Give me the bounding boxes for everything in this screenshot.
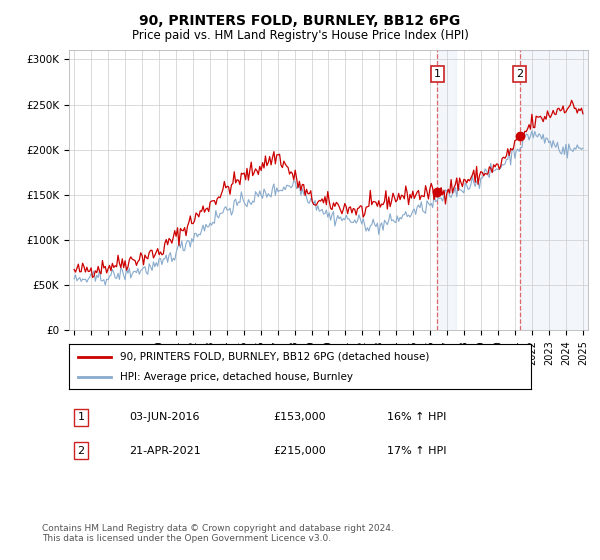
Bar (437, 50, 456, 330)
Text: 16% ↑ HPI: 16% ↑ HPI (387, 412, 446, 422)
Text: 21-APR-2021: 21-APR-2021 (129, 446, 201, 456)
Text: 03-JUN-2016: 03-JUN-2016 (129, 412, 199, 422)
Text: 90, PRINTERS FOLD, BURNLEY, BB12 6PG: 90, PRINTERS FOLD, BURNLEY, BB12 6PG (139, 14, 461, 28)
Text: £153,000: £153,000 (273, 412, 326, 422)
Text: £215,000: £215,000 (273, 446, 326, 456)
Text: HPI: Average price, detached house, Burnley: HPI: Average price, detached house, Burn… (120, 372, 353, 382)
Text: 17% ↑ HPI: 17% ↑ HPI (387, 446, 446, 456)
Text: Contains HM Land Registry data © Crown copyright and database right 2024.
This d: Contains HM Land Registry data © Crown c… (42, 524, 394, 543)
Text: Price paid vs. HM Land Registry's House Price Index (HPI): Price paid vs. HM Land Registry's House … (131, 29, 469, 42)
Bar (520, 50, 588, 330)
Text: 1: 1 (434, 69, 441, 79)
Text: 90, PRINTERS FOLD, BURNLEY, BB12 6PG (detached house): 90, PRINTERS FOLD, BURNLEY, BB12 6PG (de… (120, 352, 429, 362)
Text: 1: 1 (77, 412, 85, 422)
Text: 2: 2 (77, 446, 85, 456)
Text: 2: 2 (516, 69, 523, 79)
